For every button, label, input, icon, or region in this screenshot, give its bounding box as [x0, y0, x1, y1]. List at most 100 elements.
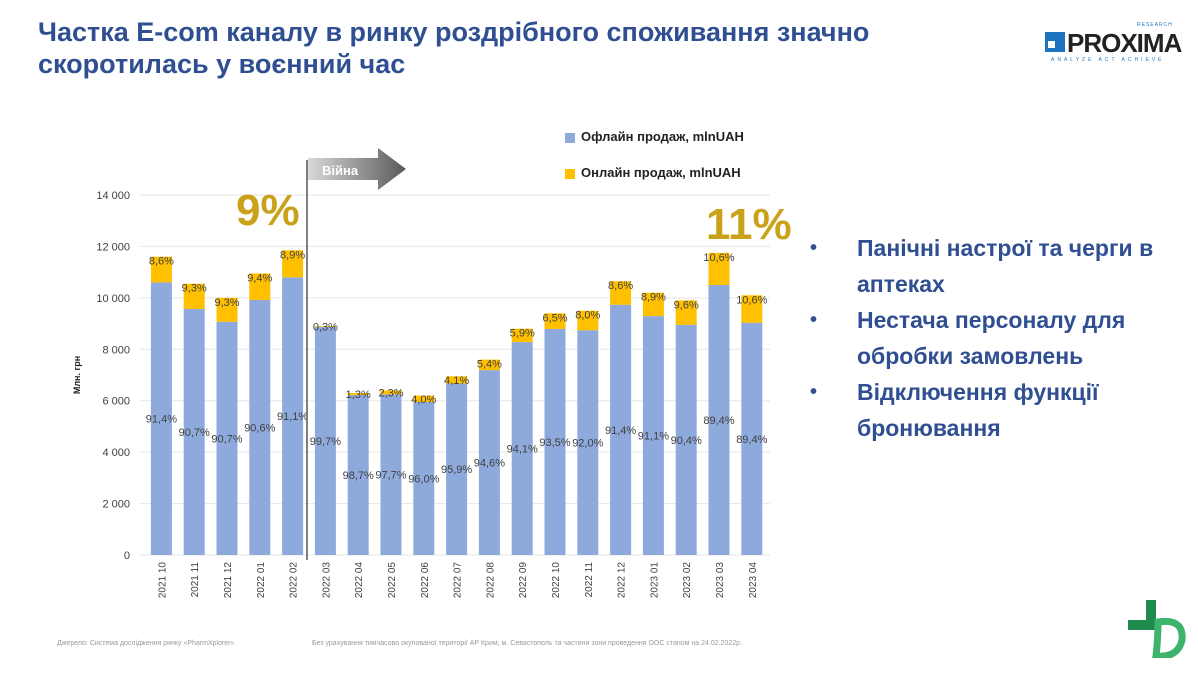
war-arrow: Війна [308, 148, 408, 190]
bar-online [642, 292, 664, 317]
bar-offline [577, 330, 599, 555]
data-label-online: 8,9% [641, 292, 666, 304]
bar-online [314, 326, 336, 327]
data-label-online: 4,0% [411, 394, 436, 406]
bar-offline [478, 370, 500, 555]
data-label-offline: 91,1% [638, 431, 669, 443]
bar-online [708, 252, 730, 285]
bar-offline [150, 282, 172, 555]
x-tick-label: 2022 03 [321, 562, 332, 599]
data-label-offline: 93,5% [539, 437, 570, 449]
data-label-offline: 94,6% [474, 458, 505, 470]
data-label-online: 8,9% [280, 249, 305, 261]
data-label-offline: 98,7% [343, 470, 374, 482]
bar-online [544, 313, 566, 329]
bar-offline [347, 395, 369, 555]
data-label-offline: 97,7% [375, 470, 406, 482]
data-label-online: 8,6% [608, 280, 633, 292]
x-tick-label: 2023 01 [649, 562, 660, 599]
data-label-offline: 99,7% [310, 436, 341, 448]
bar-offline [413, 402, 435, 555]
y-tick-label: 2 000 [102, 499, 130, 511]
bar-online [150, 256, 172, 283]
y-tick-label: 0 [124, 550, 130, 562]
bar-offline [380, 394, 402, 555]
x-tick-label: 2022 05 [387, 562, 398, 599]
bar-offline [282, 277, 304, 555]
y-tick-label: 6 000 [102, 396, 130, 408]
data-label-online: 9,3% [182, 283, 207, 295]
x-tick-label: 2022 11 [584, 562, 595, 598]
bar-offline [249, 299, 271, 555]
data-label-offline: 91,1% [277, 411, 308, 423]
data-label-online: 5,9% [510, 328, 535, 340]
y-tick-label: 4 000 [102, 447, 130, 459]
data-label-offline: 90,4% [671, 435, 702, 447]
data-label-online: 2,3% [378, 387, 403, 399]
data-label-offline: 89,4% [703, 415, 734, 427]
brand-plus-logo-icon [1128, 600, 1186, 658]
data-label-online: 0,3% [313, 322, 338, 334]
bar-offline [446, 383, 468, 555]
data-label-offline: 90,7% [179, 427, 210, 439]
data-label-offline: 89,4% [736, 434, 767, 446]
highlight-after-war: 11% [706, 200, 792, 249]
logo-square-icon [1045, 32, 1065, 52]
data-label-online: 6,5% [542, 312, 567, 324]
bar-online [282, 250, 304, 278]
bar-online [675, 300, 697, 325]
bar-online [413, 395, 435, 402]
data-label-online: 8,0% [575, 310, 600, 322]
data-label-offline: 90,7% [211, 433, 242, 445]
y-tick-label: 12 000 [96, 241, 130, 253]
x-tick-label: 2021 12 [223, 562, 234, 599]
x-tick-label: 2021 11 [190, 562, 201, 598]
data-label-online: 8,6% [149, 256, 174, 268]
legend-label-online: Онлайн продаж, mlnUAH [581, 165, 741, 180]
bar-online [183, 283, 205, 309]
x-tick-label: 2023 02 [682, 562, 693, 599]
legend-item-offline: Офлайн продаж, mlnUAH [565, 129, 744, 144]
data-label-online: 5,4% [477, 359, 502, 371]
bar-offline [314, 326, 336, 555]
bar-offline [511, 342, 533, 555]
x-tick-label: 2022 04 [354, 562, 365, 599]
data-label-offline: 92,0% [572, 438, 603, 450]
bar-online [610, 281, 632, 305]
data-label-online: 4,1% [444, 375, 469, 387]
bullet-item: Панічні настрої та черги в аптеках [810, 230, 1190, 302]
bar-online [249, 273, 271, 300]
data-label-offline: 90,6% [244, 422, 275, 434]
data-label-online: 10,6% [736, 294, 767, 306]
bar-online [446, 376, 468, 384]
x-tick-label: 2023 04 [748, 562, 759, 599]
data-label-offline: 94,1% [507, 444, 538, 456]
bar-online [511, 328, 533, 343]
war-label: Війна [322, 163, 359, 178]
y-tick-label: 10 000 [96, 293, 130, 305]
bar-offline [741, 322, 763, 555]
data-label-online: 10,6% [703, 252, 734, 264]
legend-item-online: Онлайн продаж, mlnUAH [565, 165, 741, 180]
x-tick-label: 2022 01 [256, 562, 267, 599]
slide-title: Частка E-com каналу в ринку роздрібного … [38, 17, 870, 79]
x-tick-label: 2022 07 [453, 562, 464, 599]
data-label-offline: 95,9% [441, 464, 472, 476]
x-tick-label: 2023 03 [715, 562, 726, 599]
bar-online [216, 297, 238, 322]
highlight-before-war: 9% [236, 186, 300, 235]
footer-note: Без урахування тимчасово окупованої тери… [312, 640, 742, 647]
bar-online [347, 393, 369, 396]
bullet-list: Панічні настрої та черги в аптеках Неста… [810, 230, 1190, 446]
y-tick-label: 8 000 [102, 344, 130, 356]
bar-offline [675, 324, 697, 555]
x-tick-label: 2022 06 [420, 562, 431, 599]
footer-source: Джерело: Система дослідження ринку «Phar… [57, 640, 235, 647]
bullet-item: Нестача персоналу для обробки замовлень [810, 302, 1190, 374]
bar-offline [216, 321, 238, 555]
data-label-offline: 91,4% [605, 425, 636, 437]
bar-offline [610, 304, 632, 555]
bar-online [478, 359, 500, 371]
data-label-online: 9,3% [214, 297, 239, 309]
